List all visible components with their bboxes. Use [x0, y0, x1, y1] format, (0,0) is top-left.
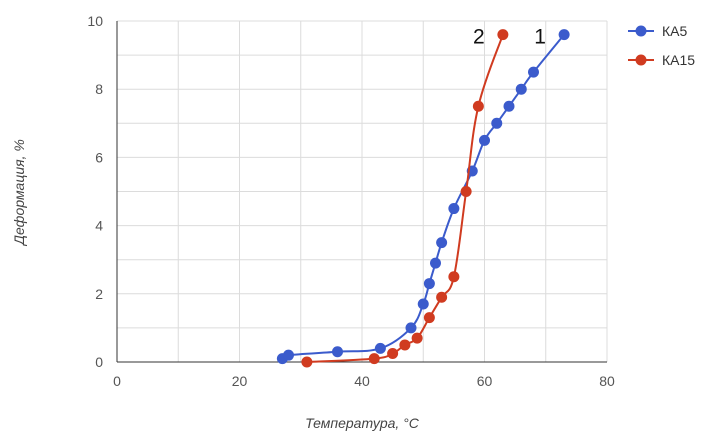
data-point-ka5: [423, 278, 435, 290]
data-point-ka5: [479, 134, 490, 146]
annotations: 12: [473, 26, 546, 49]
y-axis-title: Деформация, %: [11, 139, 27, 247]
data-point-ka5: [283, 349, 294, 361]
data-point-ka5: [503, 100, 515, 112]
data-point-ka5: [491, 117, 503, 129]
series-group: [276, 29, 570, 368]
data-point-ka15: [497, 29, 509, 41]
x-tick-label: 80: [599, 373, 615, 389]
series-annotation-ka15: 2: [473, 26, 485, 49]
tick-labels: 0 20 40 60 80 0 2 4 6 8 10: [87, 13, 615, 389]
x-tick-label: 60: [477, 373, 493, 389]
legend-item-ka5: КА5: [628, 23, 687, 39]
legend-item-ka15: КА15: [628, 52, 695, 68]
x-tick-label: 40: [354, 373, 370, 389]
y-tick-label: 2: [95, 286, 103, 302]
legend-label-ka15: КА15: [662, 52, 695, 68]
data-point-ka15: [411, 332, 423, 344]
grid: [116, 20, 608, 363]
data-point-ka15: [472, 100, 484, 112]
series-line-ka15: [306, 34, 504, 363]
series-ka15: [301, 29, 509, 368]
data-point-ka5: [436, 237, 448, 249]
data-point-ka15: [368, 353, 380, 365]
legend-marker-ka15: [635, 54, 647, 66]
y-tick-label: 4: [95, 218, 103, 234]
data-point-ka5: [528, 66, 539, 78]
data-point-ka5: [448, 203, 460, 215]
data-point-ka5: [374, 342, 386, 354]
data-point-ka5: [332, 346, 343, 358]
x-tick-label: 0: [113, 373, 121, 389]
data-point-ka15: [436, 291, 448, 303]
data-point-ka15: [423, 312, 435, 324]
data-point-ka15: [448, 271, 460, 283]
data-point-ka5: [430, 257, 441, 269]
data-point-ka5: [417, 298, 429, 310]
series-annotation-ka5: 1: [534, 26, 546, 49]
legend-label-ka5: КА5: [662, 23, 687, 39]
y-tick-label: 6: [95, 149, 103, 165]
data-point-ka15: [399, 339, 411, 351]
y-tick-label: 8: [95, 81, 103, 97]
y-tick-label: 10: [87, 13, 103, 29]
x-tick-label: 20: [232, 373, 248, 389]
x-axis-title: Температура, °C: [305, 415, 420, 431]
y-tick-label: 0: [95, 354, 103, 370]
legend: КА5 КА15: [628, 23, 695, 68]
data-point-ka15: [301, 356, 313, 368]
data-point-ka15: [460, 186, 472, 197]
data-point-ka5: [515, 83, 527, 95]
legend-marker-ka5: [635, 25, 647, 37]
data-point-ka15: [387, 347, 399, 359]
data-point-ka5: [558, 29, 570, 41]
axes: [116, 21, 607, 363]
data-point-ka5: [405, 322, 417, 334]
